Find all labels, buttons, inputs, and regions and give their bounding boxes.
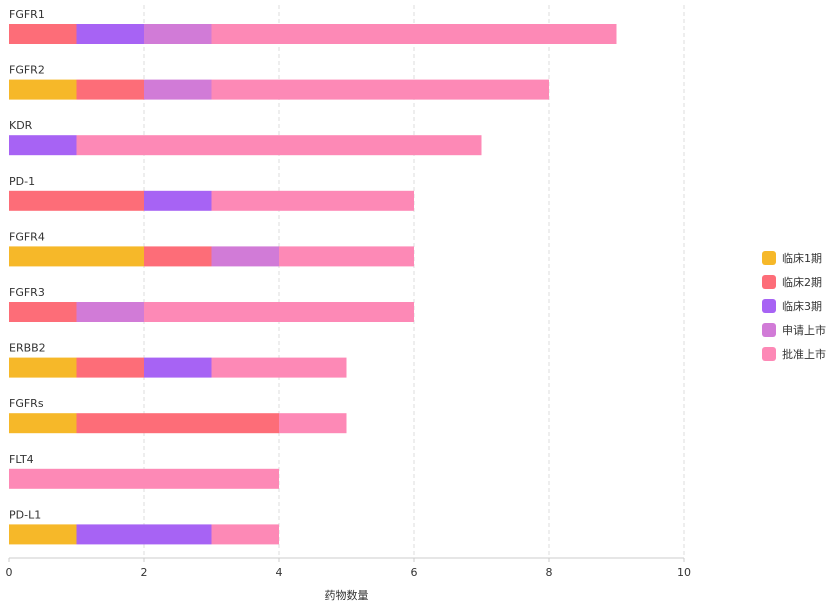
bar-segment[interactable] — [9, 302, 77, 322]
bar-segment[interactable] — [144, 190, 212, 211]
x-tick-label: 4 — [276, 566, 283, 579]
bar-segment[interactable] — [211, 357, 347, 378]
category-label: PD-L1 — [9, 508, 41, 521]
bar-segment[interactable] — [144, 357, 212, 378]
bar-segment[interactable] — [144, 79, 212, 100]
category-label: FGFR4 — [9, 230, 45, 243]
x-tick-label: 0 — [6, 566, 13, 579]
legend-item[interactable]: 申请上市 — [762, 318, 826, 342]
category-label: FGFR3 — [9, 286, 45, 299]
category-label: FLT4 — [9, 453, 34, 466]
bar-segment[interactable] — [76, 24, 145, 44]
bar-segment[interactable] — [211, 190, 415, 211]
bar-series — [9, 24, 617, 545]
bar-segment[interactable] — [144, 246, 212, 267]
x-axis-ticks: 0 2 4 6 8 10 — [6, 558, 691, 579]
category-label: FGFR2 — [9, 64, 45, 77]
bar-segment[interactable] — [211, 79, 550, 100]
legend-swatch — [762, 347, 776, 361]
bar-segment[interactable] — [9, 246, 144, 267]
legend-label: 临床3期 — [782, 300, 822, 313]
legend-item[interactable]: 临床1期 — [762, 246, 826, 270]
legend-swatch — [762, 299, 776, 313]
bar-segment[interactable] — [76, 524, 212, 545]
bar-segment[interactable] — [9, 135, 77, 156]
bar-segment[interactable] — [9, 357, 77, 378]
x-axis-title: 药物数量 — [325, 588, 369, 602]
legend-swatch — [762, 275, 776, 289]
category-label: ERBB2 — [9, 342, 46, 355]
bar-segment[interactable] — [9, 190, 144, 211]
category-label: KDR — [9, 119, 33, 132]
bar-segment[interactable] — [76, 135, 482, 156]
bar-segment[interactable] — [76, 79, 145, 100]
bar-segment[interactable] — [76, 302, 145, 322]
legend-item[interactable]: 临床3期 — [762, 294, 826, 318]
legend: 临床1期临床2期临床3期申请上市批准上市 — [762, 246, 826, 366]
legend-label: 临床2期 — [782, 276, 822, 289]
bar-segment[interactable] — [211, 24, 617, 44]
bar-segment[interactable] — [9, 468, 279, 489]
bar-segment[interactable] — [211, 524, 280, 545]
bar-segment[interactable] — [279, 413, 347, 434]
x-tick-label: 6 — [411, 566, 418, 579]
legend-swatch — [762, 323, 776, 337]
bar-segment[interactable] — [9, 524, 77, 545]
x-tick-label: 8 — [546, 566, 553, 579]
bar-segment[interactable] — [144, 24, 212, 44]
category-labels: FGFR1 FGFR2 KDR PD-1 FGFR4 FGFR3 ERBB2 FGFRs FLT… — [9, 8, 46, 521]
x-tick-label: 10 — [677, 566, 691, 579]
bar-segment[interactable] — [279, 246, 414, 267]
legend-swatch — [762, 251, 776, 265]
category-label: FGFR1 — [9, 8, 45, 21]
bar-segment[interactable] — [76, 413, 280, 434]
legend-item[interactable]: 批准上市 — [762, 342, 826, 366]
legend-label: 批准上市 — [782, 348, 826, 361]
bar-segment[interactable] — [144, 302, 414, 322]
bar-segment[interactable] — [211, 246, 280, 267]
x-tick-label: 2 — [141, 566, 148, 579]
category-label: PD-1 — [9, 175, 35, 188]
bar-segment[interactable] — [9, 413, 77, 434]
bar-segment[interactable] — [9, 24, 77, 44]
bar-segment[interactable] — [76, 357, 145, 378]
legend-label: 临床1期 — [782, 252, 822, 265]
category-label: FGFRs — [9, 397, 44, 410]
legend-label: 申请上市 — [782, 324, 826, 337]
legend-item[interactable]: 临床2期 — [762, 270, 826, 294]
bar-segment[interactable] — [9, 79, 77, 100]
